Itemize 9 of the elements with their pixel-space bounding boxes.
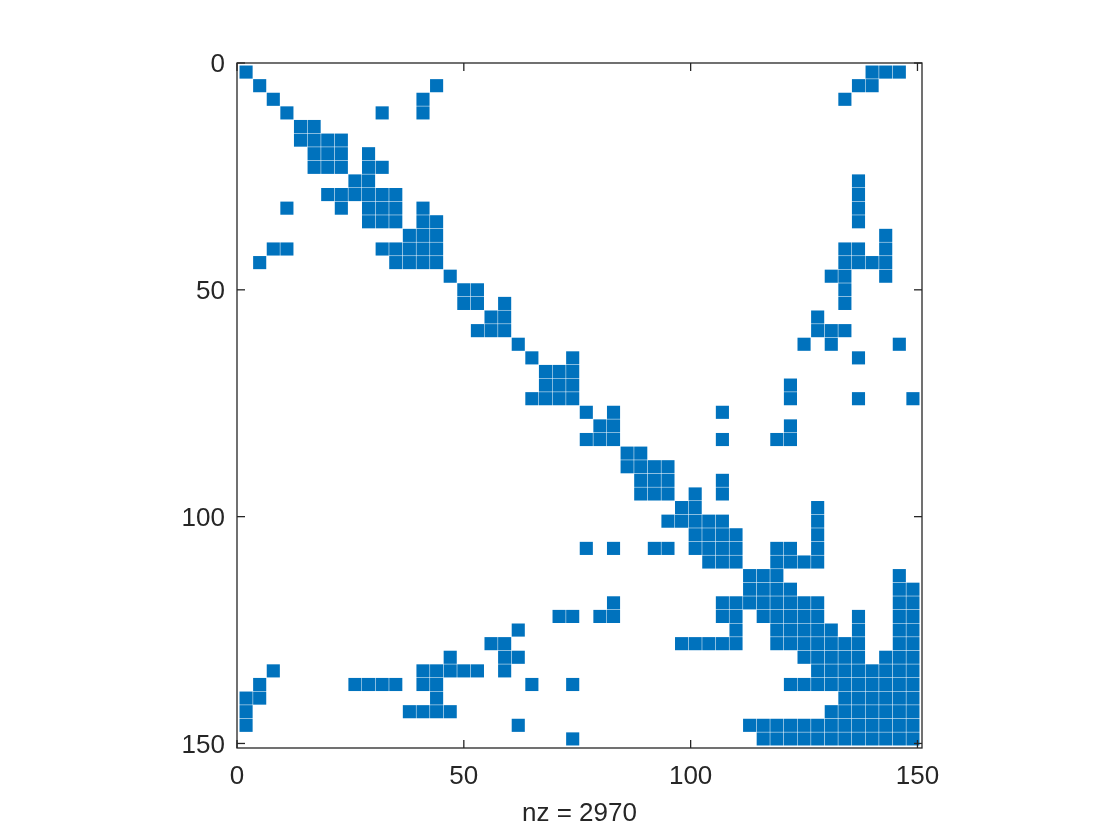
x-tick-label: 150 (895, 760, 940, 790)
y-tick-label: 100 (181, 501, 225, 532)
y-tick-label: 50 (196, 274, 225, 305)
x-tick-label: 100 (668, 760, 713, 790)
x-tick-label: 0 (229, 760, 245, 790)
y-tick-label: 150 (181, 728, 225, 759)
x-axis-title: nz = 2970 (522, 797, 637, 827)
x-tick-label: 50 (449, 760, 479, 790)
y-tick-label: 0 (210, 48, 225, 79)
